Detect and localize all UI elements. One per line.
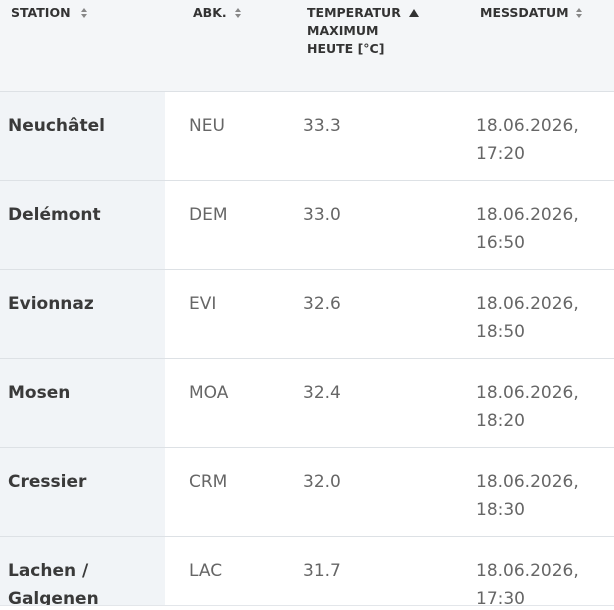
measurement-date: 18.06.2026, 17:20 bbox=[476, 116, 579, 164]
table-header: STATION ABK. TEMPERATUR MAXIMUM HEUTE [°… bbox=[0, 0, 614, 92]
header-station[interactable]: STATION bbox=[11, 4, 71, 22]
table-row: Delémont DEM 33.0 18.06.2026, 16:50 bbox=[0, 181, 614, 270]
sort-icon[interactable] bbox=[234, 7, 242, 19]
header-label: ABK. bbox=[193, 5, 227, 20]
header-abk[interactable]: ABK. bbox=[193, 4, 227, 22]
header-label: STATION bbox=[11, 5, 71, 20]
station-column-background bbox=[0, 92, 165, 605]
header-label: TEMPERATUR MAXIMUM HEUTE [°C] bbox=[307, 5, 401, 56]
station-code: CRM bbox=[189, 472, 228, 492]
measurement-date: 18.06.2026, 18:30 bbox=[476, 472, 579, 520]
temperature: 31.7 bbox=[303, 561, 341, 581]
table-row: Evionnaz EVI 32.6 18.06.2026, 18:50 bbox=[0, 270, 614, 359]
measurement-date: 18.06.2026, 18:20 bbox=[476, 383, 579, 431]
station-name: Delémont bbox=[8, 205, 101, 225]
sort-icon[interactable] bbox=[575, 7, 583, 19]
station-name: Evionnaz bbox=[8, 294, 94, 314]
temperature: 32.6 bbox=[303, 294, 341, 314]
station-name: Neuchâtel bbox=[8, 116, 105, 136]
temperature: 32.0 bbox=[303, 472, 341, 492]
measurement-date: 18.06.2026, 17:30 bbox=[476, 561, 579, 606]
station-name: Mosen bbox=[8, 383, 71, 403]
table-row: Mosen MOA 32.4 18.06.2026, 18:20 bbox=[0, 359, 614, 448]
station-name: Lachen / Galgenen bbox=[8, 561, 99, 606]
station-name: Cressier bbox=[8, 472, 87, 492]
temperature: 32.4 bbox=[303, 383, 341, 403]
table-row: Neuchâtel NEU 33.3 18.06.2026, 17:20 bbox=[0, 92, 614, 181]
station-code: DEM bbox=[189, 205, 228, 225]
measurement-date: 18.06.2026, 18:50 bbox=[476, 294, 579, 342]
temperature: 33.0 bbox=[303, 205, 341, 225]
table-row: Cressier CRM 32.0 18.06.2026, 18:30 bbox=[0, 448, 614, 537]
table-row: Lachen / Galgenen LAC 31.7 18.06.2026, 17:3… bbox=[0, 537, 614, 606]
header-label: MESSDATUM bbox=[480, 5, 569, 20]
station-code: LAC bbox=[189, 561, 223, 581]
station-code: MOA bbox=[189, 383, 229, 403]
station-code: NEU bbox=[189, 116, 225, 136]
station-code: EVI bbox=[189, 294, 217, 314]
sort-icon[interactable] bbox=[80, 7, 88, 19]
sort-icon-active[interactable] bbox=[408, 7, 420, 19]
header-messdatum[interactable]: MESSDATUM bbox=[480, 4, 569, 22]
measurement-date: 18.06.2026, 16:50 bbox=[476, 205, 579, 253]
header-temperature[interactable]: TEMPERATUR MAXIMUM HEUTE [°C] bbox=[307, 4, 401, 58]
temperature: 33.3 bbox=[303, 116, 341, 136]
